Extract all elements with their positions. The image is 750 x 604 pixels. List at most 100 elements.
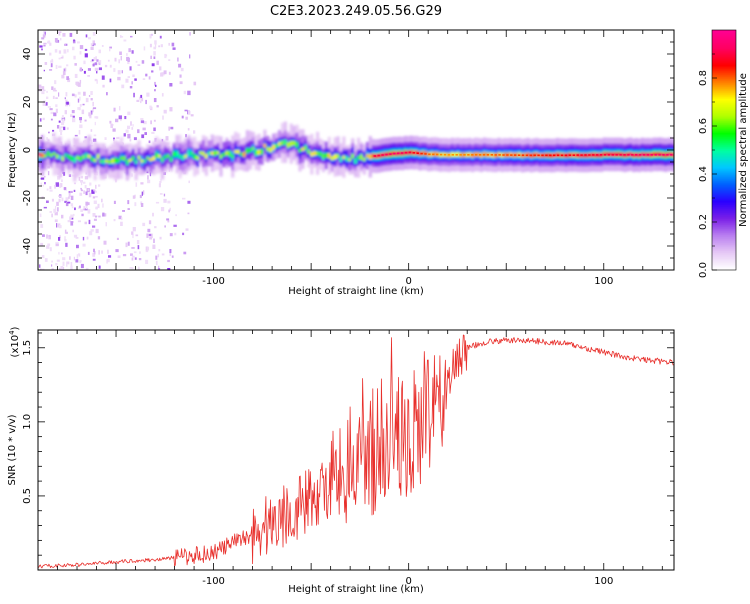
spectrogram-cell — [61, 179, 63, 182]
spectrogram-cell — [43, 44, 46, 47]
ridge-cell — [158, 154, 162, 158]
spectrogram-cell — [91, 59, 94, 62]
spectrogram-cell — [82, 243, 86, 247]
spectrogram-cell — [140, 182, 144, 185]
ridge-core-cell — [482, 154, 486, 156]
spectrogram-cell — [49, 189, 53, 192]
ridge-core-cell — [514, 154, 517, 156]
spectrogram-cell — [59, 183, 63, 188]
spectrogram-cell — [187, 90, 191, 96]
spectrogram-cell — [79, 51, 82, 55]
spectrogram-cell — [98, 49, 101, 54]
ridge-cell — [187, 150, 191, 156]
spectrogram-cell — [142, 78, 146, 80]
spectrogram-cell — [104, 137, 107, 140]
spectrogram-cell — [61, 121, 65, 126]
spectrogram-cell — [151, 33, 153, 36]
colorbar-cell — [712, 116, 736, 119]
ridge-cell — [102, 159, 106, 164]
spectrogram-cell — [58, 120, 61, 123]
ridge-cell — [409, 150, 413, 155]
ridge-cell — [105, 159, 109, 163]
spectrogram-cell — [76, 254, 79, 259]
ridge-core-cell — [498, 154, 501, 156]
ridge-cell — [196, 155, 200, 160]
spectrogram-cell — [59, 183, 61, 188]
spectrogram-cell — [90, 43, 93, 47]
spectrogram-cell — [171, 255, 174, 258]
spectrogram-cell — [93, 248, 95, 253]
ridge-core-cell — [517, 154, 521, 156]
spectrogram-cell — [78, 176, 81, 181]
spectrogram-cell — [66, 76, 69, 80]
spectrogram-cell — [131, 127, 134, 130]
spectrogram-cell — [166, 218, 170, 221]
ridge-cell — [254, 150, 258, 156]
spectrogram-cell — [167, 220, 170, 223]
ridge-core-cell — [576, 154, 579, 156]
spectrogram-cell — [145, 259, 149, 264]
spectrogram-cell — [165, 136, 169, 141]
colorbar-cell — [712, 196, 736, 199]
spectrogram-cell — [71, 206, 74, 209]
colorbar-cell — [712, 268, 736, 271]
spectrogram-cell — [141, 60, 145, 64]
spectrogram-cell — [150, 55, 152, 59]
spectrogram-cell — [80, 187, 82, 190]
spectrogram-cell — [126, 53, 128, 56]
spectrogram-cell — [92, 107, 97, 110]
spectrogram-cell — [160, 207, 165, 212]
colorbar-cell — [712, 54, 736, 57]
ridge-cell — [96, 154, 100, 159]
ridge-core-cell — [533, 154, 536, 157]
spectrogram-cell — [88, 192, 92, 198]
spectrogram-cell — [90, 47, 94, 50]
colorbar-cell — [712, 244, 736, 247]
spectrogram-cell — [109, 78, 112, 83]
spectrogram-cell — [104, 64, 108, 68]
ridge-core-cell — [381, 154, 384, 156]
spectrogram-cell — [44, 182, 46, 185]
ridge-cell — [479, 153, 484, 158]
colorbar-cell — [712, 190, 736, 193]
spectrogram-cell — [150, 233, 153, 238]
spectrogram-cell — [82, 181, 86, 184]
ridge-cell — [523, 153, 527, 158]
spectrogram-cell — [168, 209, 170, 213]
colorbar-gradient — [712, 30, 736, 271]
spectrogram-cell — [76, 244, 79, 249]
ridge-core-cell — [584, 154, 587, 156]
spectrogram-cell — [168, 42, 170, 46]
spectrogram-cell — [82, 103, 85, 106]
colorbar-cell — [712, 108, 736, 111]
spectrogram-cell — [39, 213, 42, 218]
ridge-cell — [421, 151, 425, 156]
colorbar-cell — [712, 178, 736, 181]
x-tick-label: -100 — [202, 576, 225, 587]
colorbar-tick-label: 0.4 — [698, 166, 709, 182]
spectrogram-cell — [98, 265, 101, 269]
spectrogram-cell — [127, 61, 130, 65]
spectrogram-cell — [88, 95, 91, 97]
colorbar-cell — [712, 94, 736, 97]
ridge-cell — [359, 154, 364, 160]
spectrogram-cell — [102, 203, 104, 208]
ridge-cell — [617, 152, 621, 157]
spectrogram-cell — [89, 182, 92, 186]
spectrogram-cell — [168, 59, 171, 61]
colorbar-cell — [712, 258, 736, 261]
spectrogram-cell — [127, 133, 131, 139]
spectrogram-cell — [87, 251, 90, 255]
spectrogram-cell — [40, 182, 42, 187]
spectrogram-cell — [93, 134, 97, 137]
spectrogram-cell — [47, 41, 51, 44]
spectrogram-cell — [106, 259, 108, 264]
spectrogram-cell — [95, 190, 97, 193]
spectrogram-cell — [62, 71, 66, 75]
colorbar-cell — [712, 234, 736, 237]
ridge-cell — [620, 152, 624, 157]
ridge-cell — [298, 148, 302, 153]
spectrogram-cell — [129, 138, 132, 142]
spectrogram-cell — [138, 258, 142, 261]
spectrogram-cell — [116, 136, 120, 139]
